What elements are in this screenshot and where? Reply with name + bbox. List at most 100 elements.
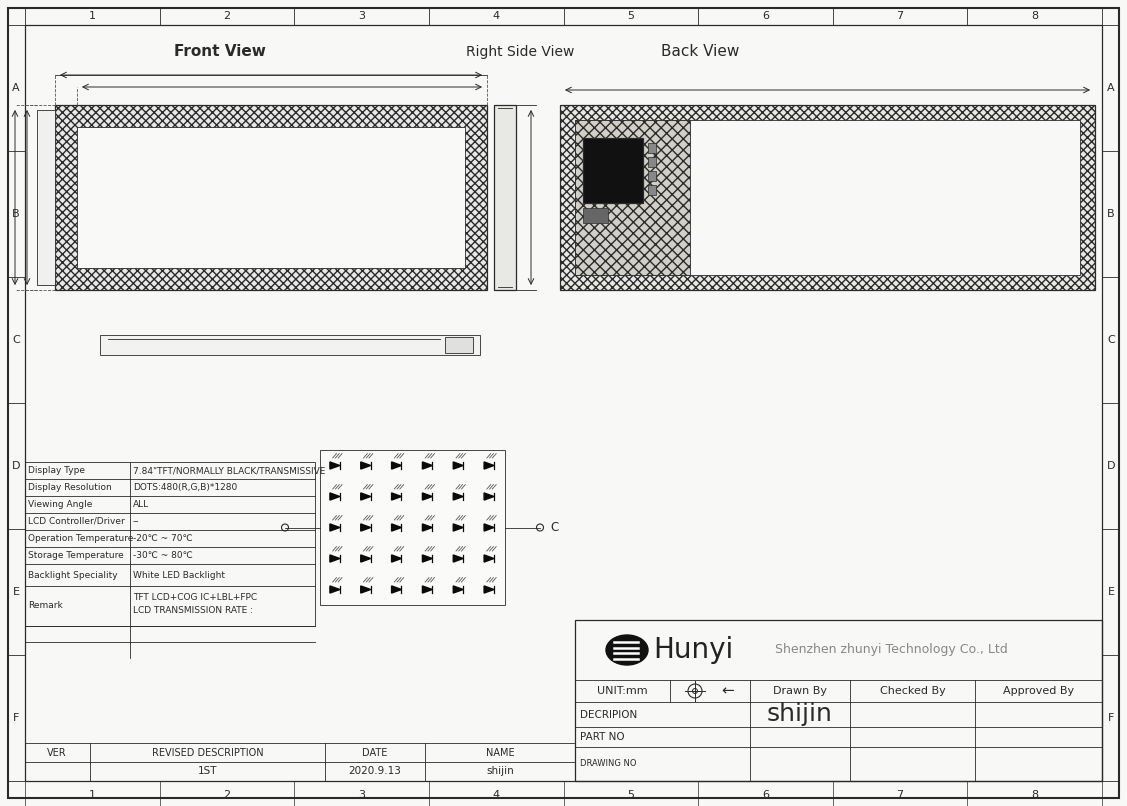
Text: Backlight Speciality: Backlight Speciality xyxy=(28,571,117,580)
Text: 1: 1 xyxy=(89,790,96,800)
Bar xyxy=(583,138,644,203)
Text: B: B xyxy=(12,209,20,219)
Bar xyxy=(37,110,55,285)
Bar xyxy=(494,105,516,290)
Polygon shape xyxy=(330,493,340,500)
Polygon shape xyxy=(361,462,371,469)
Bar xyxy=(77,127,465,268)
Polygon shape xyxy=(330,462,340,469)
Bar xyxy=(648,143,656,153)
Text: Right Side View: Right Side View xyxy=(465,45,574,59)
Polygon shape xyxy=(423,586,433,593)
Text: 1: 1 xyxy=(89,11,96,21)
Polygon shape xyxy=(391,493,401,500)
Bar xyxy=(25,743,575,781)
Polygon shape xyxy=(423,524,433,531)
Text: Storage Temperature: Storage Temperature xyxy=(28,551,124,560)
Text: 3: 3 xyxy=(358,790,365,800)
Text: NAME: NAME xyxy=(486,747,514,758)
Text: DECRIPION: DECRIPION xyxy=(580,709,637,720)
Polygon shape xyxy=(330,524,340,531)
Text: Operation Temperature: Operation Temperature xyxy=(28,534,133,543)
Text: E: E xyxy=(12,587,19,597)
Polygon shape xyxy=(485,493,494,500)
Text: 4: 4 xyxy=(492,11,499,21)
Bar xyxy=(648,171,656,181)
Text: 7: 7 xyxy=(896,790,904,800)
Text: 6: 6 xyxy=(762,790,769,800)
Bar xyxy=(25,462,316,626)
Text: VER: VER xyxy=(47,747,66,758)
Text: TFT LCD+COG IC+LBL+FPC: TFT LCD+COG IC+LBL+FPC xyxy=(133,592,257,602)
Text: DOTS:480(R,G,B)*1280: DOTS:480(R,G,B)*1280 xyxy=(133,483,238,492)
Text: A: A xyxy=(12,83,20,93)
Text: E: E xyxy=(1108,587,1115,597)
Text: C: C xyxy=(550,521,558,534)
Polygon shape xyxy=(391,524,401,531)
Text: DATE: DATE xyxy=(362,747,388,758)
Bar xyxy=(560,105,1095,290)
Polygon shape xyxy=(330,586,340,593)
Bar xyxy=(445,337,473,353)
Polygon shape xyxy=(391,586,401,593)
Text: F: F xyxy=(12,713,19,723)
Text: Back View: Back View xyxy=(660,44,739,60)
Text: C: C xyxy=(12,335,20,345)
Text: -30℃ ~ 80℃: -30℃ ~ 80℃ xyxy=(133,551,193,560)
Polygon shape xyxy=(485,586,494,593)
Text: D: D xyxy=(11,461,20,471)
Text: D: D xyxy=(1107,461,1116,471)
Bar xyxy=(100,335,480,355)
Text: Viewing Angle: Viewing Angle xyxy=(28,500,92,509)
Text: Shenzhen zhunyi Technology Co., Ltd: Shenzhen zhunyi Technology Co., Ltd xyxy=(775,643,1008,657)
Bar xyxy=(575,120,690,275)
Text: --: -- xyxy=(133,517,140,526)
Text: Front View: Front View xyxy=(174,44,266,60)
Text: shijin: shijin xyxy=(486,767,514,776)
Bar xyxy=(648,157,656,167)
Text: Approved By: Approved By xyxy=(1003,686,1074,696)
Polygon shape xyxy=(485,524,494,531)
Text: 2: 2 xyxy=(223,790,231,800)
Text: 5: 5 xyxy=(628,11,635,21)
Text: PART NO: PART NO xyxy=(580,732,624,742)
Text: Display Type: Display Type xyxy=(28,466,85,475)
Polygon shape xyxy=(453,524,463,531)
Text: 3: 3 xyxy=(358,11,365,21)
Text: shijin: shijin xyxy=(767,703,833,726)
Text: 8: 8 xyxy=(1031,11,1038,21)
Text: Checked By: Checked By xyxy=(880,686,946,696)
Text: LCD TRANSMISSION RATE :: LCD TRANSMISSION RATE : xyxy=(133,605,252,615)
Text: ←: ← xyxy=(721,683,735,699)
Text: Drawn By: Drawn By xyxy=(773,686,827,696)
Text: UNIT:mm: UNIT:mm xyxy=(596,686,647,696)
Text: ALL: ALL xyxy=(133,500,149,509)
Polygon shape xyxy=(485,462,494,469)
Text: White LED Backlight: White LED Backlight xyxy=(133,571,225,580)
Polygon shape xyxy=(391,555,401,562)
Polygon shape xyxy=(361,586,371,593)
Text: 8: 8 xyxy=(1031,790,1038,800)
Text: REVISED DESCRIPTION: REVISED DESCRIPTION xyxy=(152,747,264,758)
Polygon shape xyxy=(453,555,463,562)
Text: 2: 2 xyxy=(223,11,231,21)
Text: 4: 4 xyxy=(492,790,499,800)
Text: 2020.9.13: 2020.9.13 xyxy=(348,767,401,776)
Text: LCD Controller/Driver: LCD Controller/Driver xyxy=(28,517,125,526)
Text: B: B xyxy=(1107,209,1115,219)
Text: DRAWING NO: DRAWING NO xyxy=(580,759,637,768)
Text: F: F xyxy=(1108,713,1115,723)
Polygon shape xyxy=(361,555,371,562)
Text: Hunyi: Hunyi xyxy=(653,636,734,664)
Bar xyxy=(583,208,607,223)
Polygon shape xyxy=(453,586,463,593)
Text: 6: 6 xyxy=(762,11,769,21)
Polygon shape xyxy=(330,555,340,562)
Bar xyxy=(648,185,656,195)
Polygon shape xyxy=(361,524,371,531)
Bar xyxy=(55,105,487,290)
Text: Display Resolution: Display Resolution xyxy=(28,483,112,492)
Text: -20℃ ~ 70℃: -20℃ ~ 70℃ xyxy=(133,534,193,543)
Polygon shape xyxy=(453,462,463,469)
Text: 7.84"TFT/NORMALLY BLACK/TRANSMISSIVE: 7.84"TFT/NORMALLY BLACK/TRANSMISSIVE xyxy=(133,466,326,475)
